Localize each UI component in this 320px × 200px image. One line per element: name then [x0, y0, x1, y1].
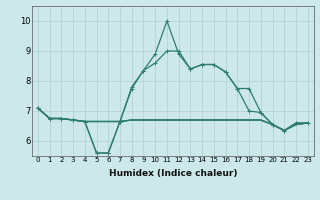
X-axis label: Humidex (Indice chaleur): Humidex (Indice chaleur)	[108, 169, 237, 178]
